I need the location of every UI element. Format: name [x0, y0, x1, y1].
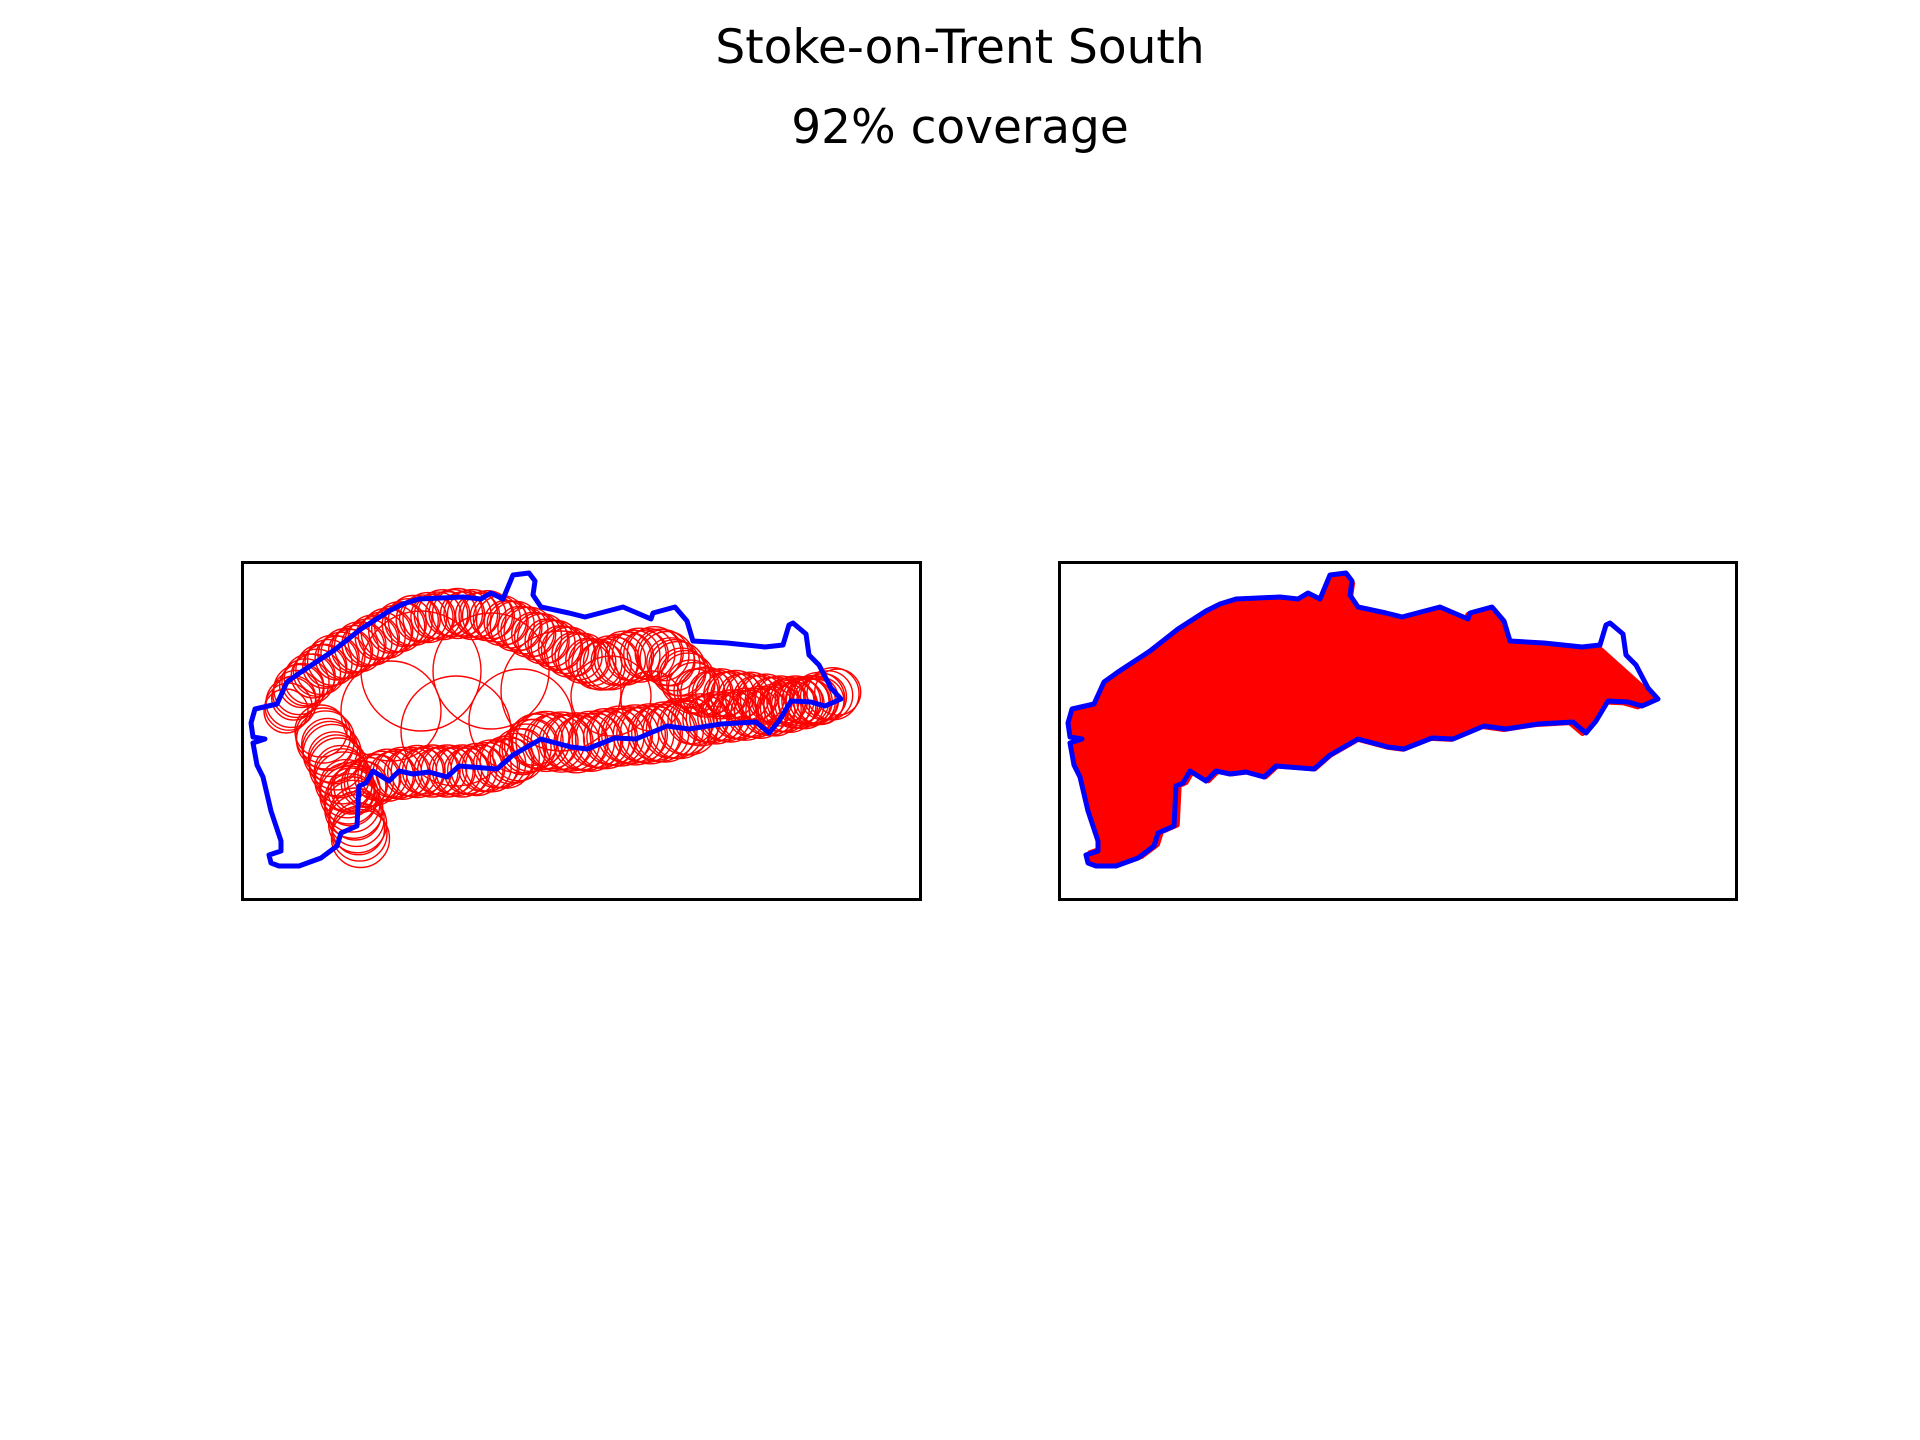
coverage-circle — [354, 753, 402, 802]
coverage-circle — [387, 594, 440, 647]
coverage-circle — [357, 611, 407, 660]
coverage-circle — [806, 666, 860, 721]
coverage-circle — [390, 744, 444, 799]
coverage-circle — [498, 727, 547, 776]
panel-frame — [1058, 561, 1738, 901]
coverage-circle — [402, 591, 454, 644]
coverage-circle — [294, 704, 348, 758]
coverage-circle — [330, 808, 391, 869]
coverage-circle — [373, 600, 426, 653]
coverage-circle — [540, 625, 590, 675]
coverage-circle — [431, 587, 484, 640]
constituency-boundary — [1065, 570, 1661, 869]
coverage-circle — [526, 712, 586, 772]
coverage-circle — [523, 713, 579, 770]
figure-title: Stoke-on-Trent South — [715, 20, 1205, 75]
constituency-boundary — [248, 570, 844, 869]
coverage-circle — [543, 626, 596, 678]
coverage-circle — [710, 669, 762, 722]
coverage-circle — [360, 607, 413, 660]
coverage-circle — [527, 619, 576, 668]
coverage-circle — [695, 668, 747, 720]
coverage-circle — [301, 643, 348, 690]
coverage-circle — [435, 744, 489, 798]
coverage-subtitle: 92% coverage — [791, 100, 1129, 155]
coverage-circle — [327, 767, 375, 815]
coverage-circle — [680, 666, 732, 718]
map-panel-circle-outlines — [241, 561, 922, 901]
coverage-circle — [616, 704, 675, 764]
panel-frame — [241, 561, 922, 901]
coverage-circle — [487, 737, 535, 785]
coverage-circle — [777, 678, 824, 724]
coverage-circle — [769, 675, 822, 727]
map-panel-filled-coverage — [1058, 561, 1738, 901]
coverage-circle — [597, 630, 653, 686]
coverage-circle — [666, 659, 716, 709]
coverage-circle — [604, 704, 666, 766]
coverage-circle — [508, 713, 564, 769]
coverage-circle — [646, 637, 696, 687]
coverage-circle — [674, 693, 728, 747]
coverage-circle — [416, 589, 469, 641]
coverage-circle — [781, 676, 830, 726]
coverage-circle — [413, 747, 461, 795]
coverage-circle — [294, 707, 352, 764]
coverage-area — [1069, 572, 1657, 867]
coverage-circle — [489, 732, 540, 784]
coverage-circle — [301, 720, 359, 778]
coverage-circle — [649, 697, 711, 760]
coverage-circles — [263, 587, 862, 869]
coverage-circle — [501, 723, 552, 774]
coverage-circle — [619, 703, 681, 765]
coverage-circle — [500, 630, 622, 752]
coverage-circle — [611, 627, 667, 683]
coverage-circle — [570, 655, 652, 737]
coverage-circle — [658, 649, 711, 703]
coverage-circle — [511, 711, 571, 771]
coverage-circle — [637, 628, 690, 682]
coverage-circle — [446, 588, 499, 641]
coverage-circle — [814, 668, 862, 716]
